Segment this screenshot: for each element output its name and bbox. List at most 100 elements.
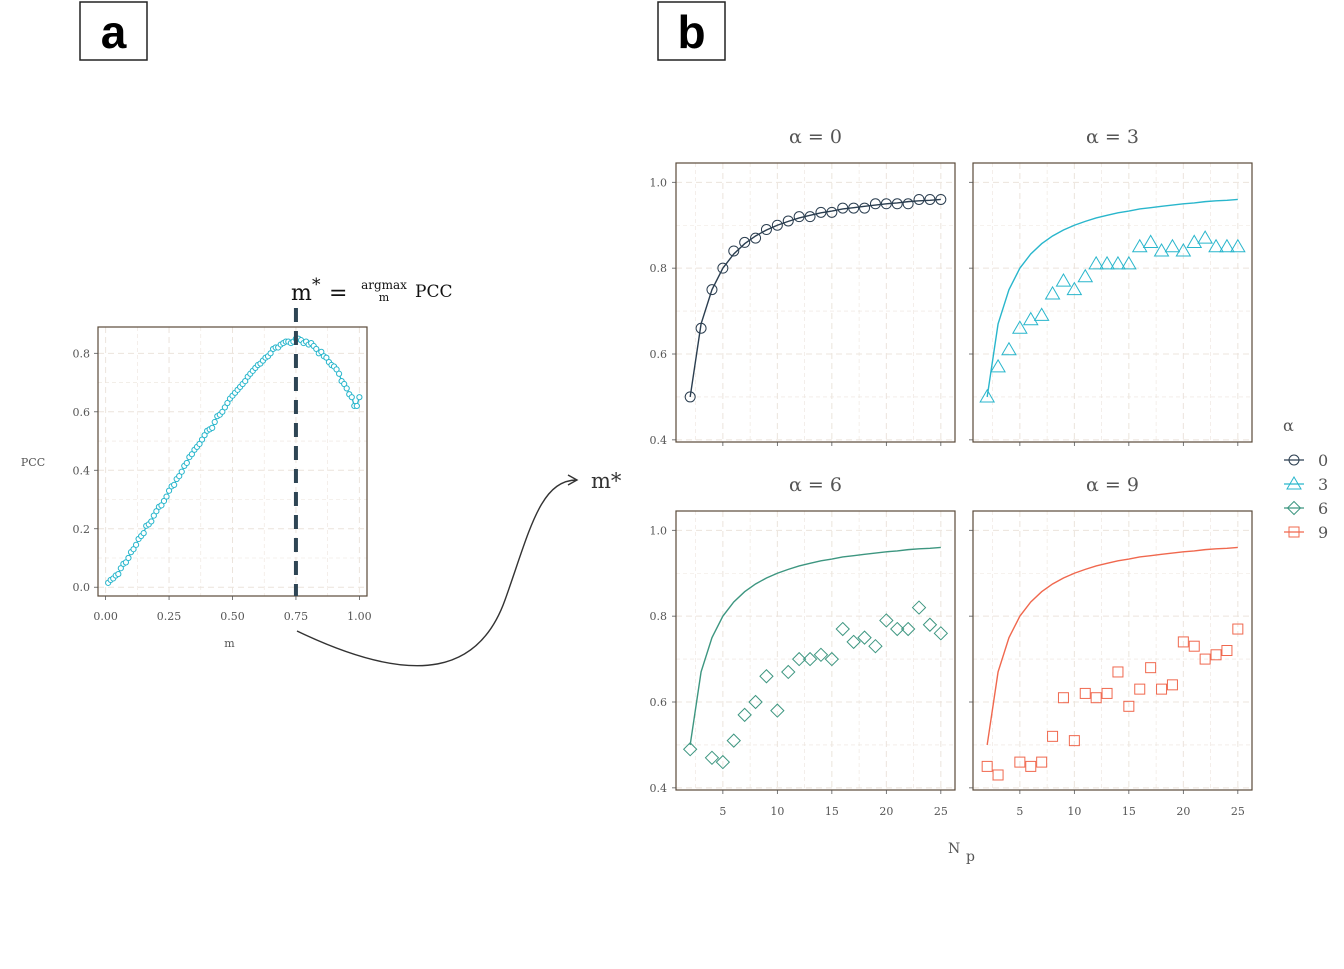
pcc-point xyxy=(267,350,274,357)
x-tick-label: 15 xyxy=(825,805,839,818)
x-tick-label: 5 xyxy=(1016,805,1023,818)
legend: α 0 3 6 9 xyxy=(1283,416,1328,542)
legend-key-marker xyxy=(1286,500,1302,516)
pcc-point xyxy=(160,497,168,505)
data-point xyxy=(933,626,949,641)
pcc-point xyxy=(341,380,348,388)
data-point xyxy=(846,634,861,650)
formula-argmax: argmax xyxy=(361,278,407,292)
x-tick-label: 10 xyxy=(770,805,784,818)
data-point xyxy=(869,198,881,210)
data-point xyxy=(1120,255,1137,270)
data-point xyxy=(695,322,707,334)
data-point xyxy=(913,193,925,205)
pcc-point xyxy=(201,432,208,439)
formula-star: * xyxy=(312,275,321,295)
data-point xyxy=(1166,679,1178,691)
data-point xyxy=(1001,341,1017,356)
y-axis-title: PCC xyxy=(21,456,45,469)
pcc-point xyxy=(335,370,343,377)
data-point xyxy=(770,703,785,718)
panel-b-chart: α = 0 0.4 0.6 0.8 1.0 α = 3 α = 6 5 10 15 20 25 0.4 0… xyxy=(650,126,1253,865)
facet-3: α = 3 xyxy=(969,126,1253,446)
pcc-point xyxy=(242,377,249,385)
data-point xyxy=(1156,683,1168,695)
plot-area xyxy=(676,511,955,790)
data-point xyxy=(981,760,993,772)
data-point xyxy=(728,245,740,257)
pcc-point xyxy=(196,440,203,448)
facet-title: α = 0 xyxy=(789,126,842,148)
data-point xyxy=(782,215,794,227)
data-point xyxy=(726,733,741,748)
data-point xyxy=(1197,230,1214,244)
data-point xyxy=(760,224,772,236)
data-point xyxy=(1066,281,1083,296)
x-axis-title: N xyxy=(948,841,960,857)
data-point xyxy=(1088,255,1105,270)
data-point xyxy=(992,769,1004,781)
pcc-point xyxy=(163,493,170,500)
data-point xyxy=(859,202,871,214)
arrow-target-label: m* xyxy=(591,469,622,493)
data-point xyxy=(802,651,818,667)
pcc-point xyxy=(125,554,132,562)
plot-area xyxy=(973,163,1252,442)
x-tick-label: 5 xyxy=(719,805,726,818)
facet-6: α = 6 5 10 15 20 25 0.4 0.6 0.8 1.0 xyxy=(650,474,956,818)
data-point xyxy=(1186,234,1203,248)
data-point xyxy=(1077,268,1094,283)
pcc-point xyxy=(132,541,140,548)
data-point xyxy=(1131,238,1148,253)
legend-key-marker xyxy=(1286,476,1302,490)
data-point xyxy=(1142,234,1159,248)
panel-a-label: a xyxy=(79,1,148,61)
x-tick-label: 0.50 xyxy=(220,610,245,623)
data-point xyxy=(1055,273,1072,287)
plot-frame xyxy=(675,510,956,791)
y-tick-label: 0.6 xyxy=(650,696,668,709)
pcc-point xyxy=(318,348,325,355)
pcc-point xyxy=(313,345,320,353)
data-point xyxy=(1210,649,1222,661)
y-tick-label: 0.6 xyxy=(650,348,668,361)
data-point xyxy=(890,621,905,637)
x-tick-label: 10 xyxy=(1067,805,1081,818)
x-tick-label: 25 xyxy=(934,805,948,818)
plot-area xyxy=(973,511,1252,790)
pcc-point xyxy=(148,518,155,525)
facet-title: α = 6 xyxy=(789,474,842,496)
data-point xyxy=(771,219,783,231)
panel-b-label: b xyxy=(657,1,726,61)
legend-label: 3 xyxy=(1318,475,1328,494)
pcc-point xyxy=(188,451,195,458)
legend-title: α xyxy=(1283,416,1294,435)
data-point xyxy=(868,639,883,654)
y-tick-label: 1.0 xyxy=(650,176,668,189)
data-point xyxy=(717,262,729,274)
reference-curve xyxy=(689,198,941,398)
data-point xyxy=(706,284,718,296)
pcc-point xyxy=(224,399,231,407)
pcc-point xyxy=(117,565,124,572)
x-tick-label: 0.25 xyxy=(157,610,182,623)
data-point xyxy=(1177,636,1189,648)
data-point xyxy=(824,651,840,667)
pcc-point xyxy=(356,394,363,401)
facet-title: α = 9 xyxy=(1086,474,1139,496)
y-tick-label: 1.0 xyxy=(650,524,668,537)
data-point xyxy=(715,754,731,770)
pcc-point xyxy=(353,402,360,410)
data-point xyxy=(684,391,696,403)
data-point xyxy=(781,664,796,680)
x-axis-title: m xyxy=(224,637,235,650)
y-tick-label: 0.4 xyxy=(73,464,91,477)
pcc-point xyxy=(153,508,160,515)
data-point xyxy=(1057,692,1069,704)
data-point xyxy=(1123,700,1135,712)
data-point xyxy=(804,211,816,223)
x-tick-label: 1.00 xyxy=(347,610,372,623)
data-point xyxy=(704,750,720,766)
data-point xyxy=(1047,730,1059,742)
data-point xyxy=(1199,653,1211,665)
